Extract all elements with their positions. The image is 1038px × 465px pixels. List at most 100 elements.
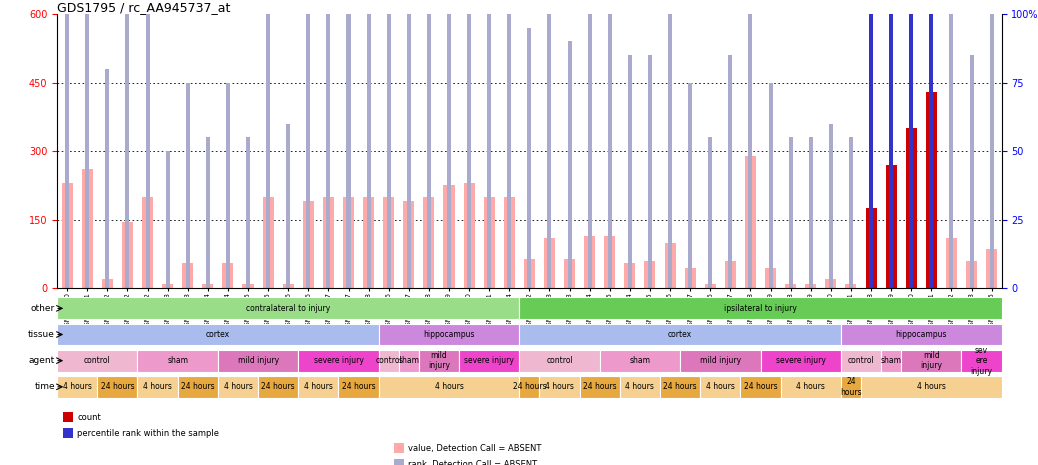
Bar xyxy=(668,0,672,288)
Bar xyxy=(443,186,455,288)
Text: control: control xyxy=(848,356,874,365)
Bar xyxy=(266,0,270,288)
Bar xyxy=(464,183,474,288)
Bar xyxy=(789,138,793,288)
Bar xyxy=(881,350,901,372)
Text: 24 hours: 24 hours xyxy=(743,382,777,392)
Text: count: count xyxy=(77,413,101,422)
Bar xyxy=(966,261,977,288)
Bar xyxy=(57,298,519,319)
Bar xyxy=(487,0,491,288)
Bar xyxy=(961,350,1002,372)
Bar xyxy=(929,0,933,288)
Bar xyxy=(708,138,712,288)
Text: 24 hours: 24 hours xyxy=(663,382,696,392)
Bar xyxy=(745,156,756,288)
Bar xyxy=(126,0,130,288)
Bar xyxy=(620,376,660,398)
Bar xyxy=(685,268,695,288)
Bar xyxy=(885,165,897,288)
Bar xyxy=(986,249,998,288)
Bar xyxy=(725,261,736,288)
Bar xyxy=(298,376,338,398)
Bar xyxy=(137,350,218,372)
Bar xyxy=(306,0,310,288)
Bar xyxy=(588,0,592,288)
Bar xyxy=(568,41,572,288)
Text: mild injury: mild injury xyxy=(238,356,278,365)
Bar xyxy=(841,324,1002,345)
Bar xyxy=(162,284,173,288)
Bar xyxy=(303,201,313,288)
Bar xyxy=(809,138,813,288)
Text: cortex: cortex xyxy=(206,330,230,339)
Text: 4 hours: 4 hours xyxy=(917,382,946,392)
Text: control: control xyxy=(84,356,111,365)
Bar xyxy=(57,350,137,372)
Bar xyxy=(901,350,961,372)
Text: 4 hours: 4 hours xyxy=(304,382,333,392)
Text: 24 hours: 24 hours xyxy=(181,382,215,392)
Bar xyxy=(664,243,676,288)
Bar xyxy=(61,183,73,288)
Bar xyxy=(524,259,535,288)
Bar xyxy=(740,376,781,398)
Bar xyxy=(660,376,701,398)
Bar xyxy=(183,263,193,288)
Bar xyxy=(841,350,881,372)
Bar xyxy=(701,376,740,398)
Bar xyxy=(503,197,515,288)
Bar xyxy=(825,279,837,288)
Bar xyxy=(142,197,153,288)
Bar xyxy=(186,83,190,288)
Bar xyxy=(645,261,655,288)
Bar xyxy=(383,197,394,288)
Text: severe injury: severe injury xyxy=(775,356,825,365)
Text: 4 hours: 4 hours xyxy=(626,382,654,392)
Bar xyxy=(121,222,133,288)
Text: value, Detection Call = ABSENT: value, Detection Call = ABSENT xyxy=(408,445,541,453)
Bar xyxy=(845,284,856,288)
Bar xyxy=(379,350,399,372)
Text: severe injury: severe injury xyxy=(464,356,514,365)
Bar xyxy=(222,263,234,288)
Text: severe injury: severe injury xyxy=(313,356,363,365)
Bar xyxy=(363,197,374,288)
Text: 4 hours: 4 hours xyxy=(706,382,735,392)
Text: 24
hours: 24 hours xyxy=(840,377,862,397)
Bar xyxy=(263,197,274,288)
Text: sham: sham xyxy=(167,356,188,365)
Bar xyxy=(906,128,917,288)
Bar xyxy=(447,0,450,288)
Text: contralateral to injury: contralateral to injury xyxy=(246,304,330,313)
Bar xyxy=(105,69,109,288)
Bar xyxy=(343,197,354,288)
Text: 4 hours: 4 hours xyxy=(796,382,825,392)
Bar xyxy=(407,0,411,288)
Bar xyxy=(323,197,334,288)
Bar xyxy=(347,0,351,288)
Bar xyxy=(584,236,595,288)
Bar xyxy=(467,0,471,288)
Bar xyxy=(989,14,993,288)
Bar xyxy=(387,0,390,288)
Text: sham: sham xyxy=(399,356,419,365)
Bar xyxy=(286,124,291,288)
Text: mild injury: mild injury xyxy=(700,356,741,365)
Bar xyxy=(63,428,73,438)
Bar xyxy=(298,350,379,372)
Bar xyxy=(527,28,531,288)
Bar xyxy=(338,376,379,398)
Bar xyxy=(781,376,841,398)
Text: hippocampus: hippocampus xyxy=(424,330,474,339)
Bar xyxy=(459,350,519,372)
Text: 4 hours: 4 hours xyxy=(143,382,172,392)
Bar xyxy=(102,279,113,288)
Text: 24 hours: 24 hours xyxy=(262,382,295,392)
Bar xyxy=(404,201,414,288)
Text: 24 hours: 24 hours xyxy=(583,382,617,392)
Text: 4 hours: 4 hours xyxy=(545,382,574,392)
Bar xyxy=(604,236,616,288)
Bar xyxy=(519,298,1002,319)
Bar xyxy=(393,443,404,453)
